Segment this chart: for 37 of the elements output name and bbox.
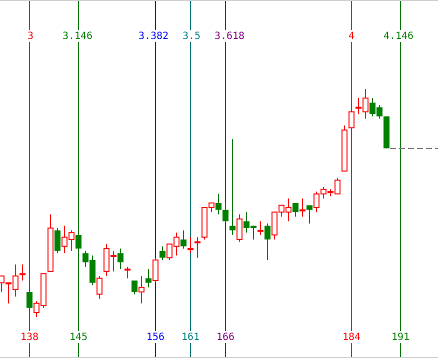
candlestick — [146, 268, 152, 288]
candlestick — [222, 202, 228, 224]
candlestick — [54, 228, 60, 254]
candlestick — [26, 291, 32, 311]
candlestick — [20, 264, 26, 282]
candlestick — [160, 246, 166, 260]
candlestick — [132, 280, 138, 295]
candlestick — [138, 275, 144, 304]
x2-tick-label: 3.146 — [62, 31, 93, 42]
candlestick — [118, 248, 124, 270]
candlestick — [216, 193, 222, 215]
x2-tick-label: 4 — [348, 31, 355, 42]
candlestick — [230, 138, 236, 236]
candlestick — [188, 236, 194, 254]
candlestick — [96, 275, 102, 300]
x-tick-label: 191 — [391, 332, 410, 343]
candlestick — [152, 257, 158, 284]
candlestick — [292, 202, 298, 218]
candlestick — [124, 266, 130, 279]
x-tick-label: 161 — [181, 332, 200, 343]
x-tick-label: 156 — [146, 332, 165, 343]
candlestick — [258, 220, 264, 236]
candlestick — [194, 236, 200, 258]
candlestick — [264, 223, 270, 260]
x2-tick-label: 3 — [27, 31, 34, 42]
candlestick — [306, 204, 312, 224]
x2-tick-label: 3.382 — [138, 31, 169, 42]
x2-tick-label: 4.146 — [383, 31, 414, 42]
candlestick — [236, 214, 242, 242]
x2-tick-label: 3.618 — [214, 31, 245, 42]
x2-tick-label: 3.5 — [182, 31, 201, 42]
candlestick — [300, 198, 306, 218]
x-tick-label: 138 — [20, 332, 39, 343]
candlestick — [180, 230, 186, 250]
x-tick-label: 184 — [342, 332, 361, 343]
x-tick-label: 145 — [69, 332, 88, 343]
x-tick-label: 166 — [216, 332, 235, 343]
